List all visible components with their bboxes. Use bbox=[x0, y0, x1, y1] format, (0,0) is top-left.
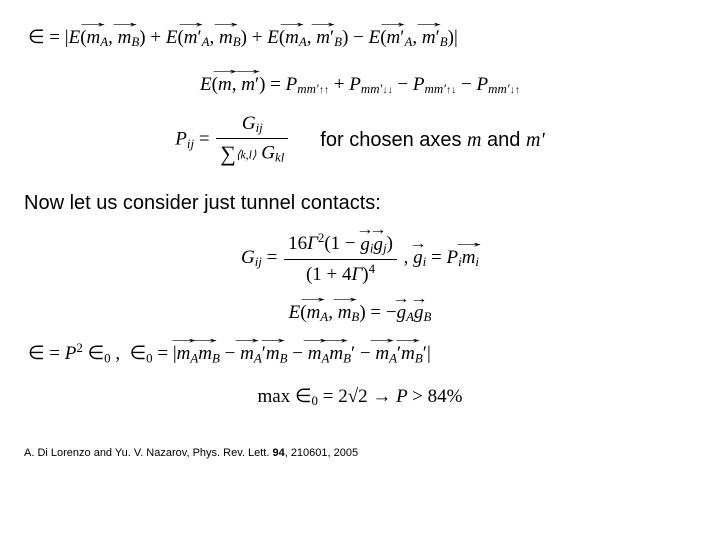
annotation-chosen-axes: for chosen axes m and m' bbox=[320, 127, 544, 153]
body-text-tunnel: Now let us consider just tunnel contacts… bbox=[24, 190, 696, 216]
annotation-pre: for chosen axes bbox=[320, 129, 467, 151]
annotation-and: and bbox=[482, 129, 526, 151]
annotation-mprime: m' bbox=[526, 129, 545, 151]
equation-probability: Pij = Gij ∑⟨k,l⟩ Gkl bbox=[175, 112, 290, 168]
equation-bell-parameter: ∈ = |E(mA, mB) + E(m′A, mB) + E(mA, m′B)… bbox=[24, 26, 696, 51]
equation-max-bound: max ∈0 = 2√2 → P > 84% bbox=[24, 385, 696, 410]
citation: A. Di Lorenzo and Yu. V. Nazarov, Phys. … bbox=[24, 446, 696, 460]
equation-probability-row: Pij = Gij ∑⟨k,l⟩ Gkl for chosen axes m a… bbox=[24, 112, 696, 168]
equation-epsilon-expansion: ∈ = P2 ∈0 , ∈0 = |mAmB − mA′mB − mAmB′ −… bbox=[24, 340, 696, 367]
equation-correlator-def: E(m, m′) = Pmm′↑↑ + Pmm′↓↓ − Pmm′↑↓ − Pm… bbox=[24, 73, 696, 98]
equation-correlator-tunnel: E(mA, mB) = −gAgB bbox=[24, 301, 696, 326]
citation-pre: A. Di Lorenzo and Yu. V. Nazarov, Phys. … bbox=[24, 447, 272, 459]
equation-conductance: Gij = 16Γ2(1 − gigj) (1 + 4Γ)4 , gi = Pi… bbox=[24, 230, 696, 287]
citation-vol: 94 bbox=[272, 447, 284, 459]
annotation-m: m bbox=[467, 129, 481, 151]
citation-post: , 210601, 2005 bbox=[285, 447, 358, 459]
